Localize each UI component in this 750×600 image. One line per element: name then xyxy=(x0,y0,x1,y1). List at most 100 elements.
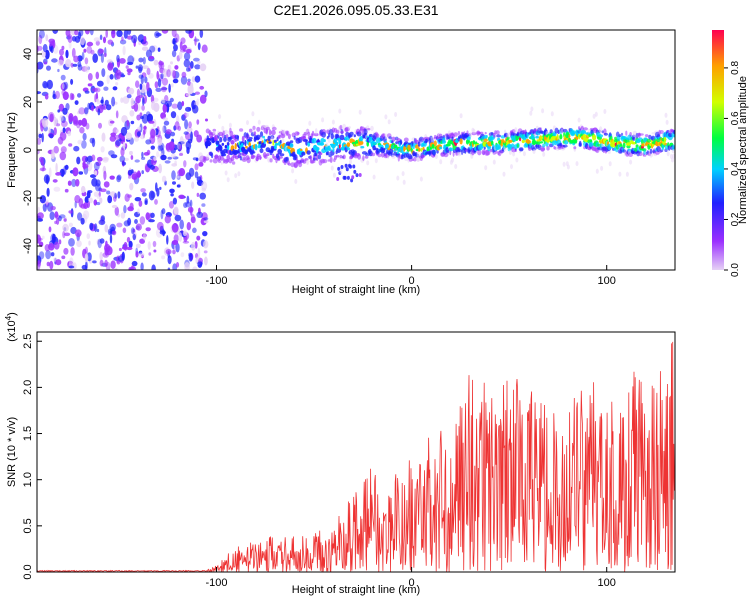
heatmap-cell xyxy=(92,260,97,264)
heatmap-cell xyxy=(107,62,114,71)
heatmap-cell xyxy=(326,151,330,156)
heatmap-cell xyxy=(150,212,155,218)
heatmap-cell xyxy=(80,185,86,194)
heatmap-cell xyxy=(188,107,192,111)
heatmap-cell xyxy=(349,159,352,165)
heatmap-cell xyxy=(661,144,664,149)
heatmap-cell xyxy=(84,196,89,204)
heatmap-cell xyxy=(566,164,570,170)
heatmap-cell xyxy=(592,113,596,119)
heatmap-cell xyxy=(293,135,296,140)
heatmap-cell xyxy=(129,110,135,117)
heatmap-cell xyxy=(135,243,141,249)
heatmap-cell xyxy=(179,219,184,230)
heatmap-cell xyxy=(136,170,141,178)
heatmap-cell xyxy=(270,136,274,142)
heatmap-cell xyxy=(68,222,73,228)
heatmap-cell xyxy=(160,154,167,161)
heatmap-cell xyxy=(57,59,64,66)
heatmap-cell xyxy=(526,139,531,144)
heatmap-cell xyxy=(158,163,163,174)
heatmap-cell xyxy=(165,249,172,255)
heatmap-cell xyxy=(126,119,130,127)
heatmap-cell xyxy=(169,188,175,194)
heatmap-cell xyxy=(141,192,147,197)
heatmap-cell xyxy=(125,132,132,141)
heatmap-cell xyxy=(146,113,153,123)
heatmap-cell xyxy=(55,259,62,266)
heatmap-cell xyxy=(224,129,228,135)
heatmap-cell xyxy=(103,181,110,188)
x-tick-label: 100 xyxy=(598,577,616,589)
heatmap-cell xyxy=(436,149,439,154)
heatmap-cell xyxy=(142,65,149,70)
heatmap-cell xyxy=(313,133,319,137)
colorbar-tick-label: 0.0 xyxy=(730,263,741,277)
heatmap-cell xyxy=(186,67,191,72)
heatmap-cell xyxy=(234,138,237,142)
heatmap-cell xyxy=(528,143,533,146)
heatmap-cell xyxy=(209,159,213,163)
heatmap-cell xyxy=(339,124,343,131)
heatmap-cell xyxy=(335,141,339,146)
heatmap-cell xyxy=(109,175,115,180)
heatmap-cell xyxy=(388,136,393,140)
heatmap-cell xyxy=(353,169,357,174)
heatmap-cell xyxy=(84,30,90,35)
heatmap-cell xyxy=(516,143,519,148)
heatmap-cell xyxy=(239,128,244,132)
heatmap-cell xyxy=(151,264,156,270)
heatmap-cell xyxy=(191,241,196,251)
heatmap-cell xyxy=(121,135,125,141)
heatmap-cell xyxy=(161,125,165,134)
heatmap-cell xyxy=(177,101,183,111)
heatmap-cell xyxy=(265,129,268,135)
heatmap-cell xyxy=(418,147,421,152)
heatmap-cell xyxy=(50,233,57,244)
heatmap-cell xyxy=(506,136,510,140)
heatmap-cell xyxy=(59,151,67,161)
heatmap-cell xyxy=(539,141,544,144)
heatmap-cell xyxy=(225,134,229,139)
heatmap-cell xyxy=(417,141,421,147)
heatmap-cell xyxy=(248,128,253,133)
heatmap-cell xyxy=(250,150,254,156)
heatmap-cell xyxy=(265,126,270,131)
heatmap-cell xyxy=(321,131,327,138)
heatmap-cell xyxy=(88,240,91,246)
heatmap-cell xyxy=(305,139,308,146)
heatmap-cell xyxy=(78,30,84,37)
heatmap-cell xyxy=(145,227,151,232)
heatmap-cell xyxy=(140,115,145,120)
heatmap-cell xyxy=(68,143,73,147)
heatmap-cell xyxy=(123,205,127,214)
heatmap-cell xyxy=(167,267,171,270)
heatmap-cell xyxy=(134,136,139,142)
heatmap-cell xyxy=(564,139,569,145)
heatmap-cell xyxy=(287,133,291,140)
heatmap-cell xyxy=(335,154,340,158)
heatmap-cell xyxy=(183,202,188,209)
heatmap-cell xyxy=(76,240,82,248)
heatmap-cell xyxy=(148,190,155,201)
heatmap-cell xyxy=(248,137,253,140)
heatmap-cell xyxy=(49,211,55,220)
heatmap-cell xyxy=(535,135,539,139)
heatmap-cell xyxy=(496,134,502,138)
heatmap-cell xyxy=(192,266,198,270)
heatmap-cell xyxy=(226,177,230,183)
figure-title: C2E1.2026.095.05.33.E31 xyxy=(273,2,438,18)
heatmap-cell xyxy=(514,127,518,133)
heatmap-cell xyxy=(201,181,208,191)
heatmap-cell xyxy=(61,120,68,128)
heatmap-cell xyxy=(620,132,624,136)
heatmap-cell xyxy=(492,152,496,155)
heatmap-cell xyxy=(659,130,664,134)
heatmap-cell xyxy=(120,97,124,103)
heatmap-cell xyxy=(76,156,81,165)
heatmap-cell xyxy=(419,176,423,182)
heatmap-cell xyxy=(396,175,400,181)
heatmap-cell xyxy=(90,49,95,55)
heatmap-cell xyxy=(141,104,145,111)
heatmap-cell xyxy=(194,75,201,83)
